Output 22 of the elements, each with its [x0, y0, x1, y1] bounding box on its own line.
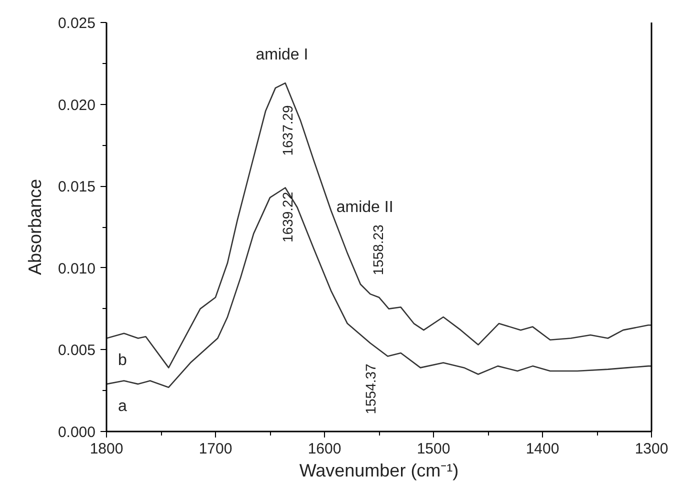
y-tick-label: 0.000 [58, 424, 96, 441]
annotation: 1558.23 [370, 224, 386, 276]
x-axis-title: Wavenumber (cm⁻¹) [299, 460, 459, 480]
y-tick-label: 0.020 [58, 96, 96, 114]
annotation: amide II [336, 198, 394, 216]
annotation: 1554.37 [362, 363, 378, 414]
series-label: b [118, 352, 128, 370]
x-tick-label: 1400 [526, 440, 560, 458]
annotation: 1637.29 [279, 104, 296, 156]
x-tick-label: 1500 [416, 440, 450, 458]
x-tick-label: 1700 [198, 440, 232, 458]
annotation: amide I [256, 46, 308, 64]
y-tick-label: 0.010 [58, 260, 96, 278]
x-tick-label: 1300 [634, 440, 668, 458]
y-tick-label: 0.025 [58, 15, 96, 32]
series-label: a [118, 398, 128, 416]
y-tick-label: 0.005 [58, 342, 96, 360]
x-tick-label: 1600 [308, 440, 342, 458]
y-tick-label: 0.015 [58, 178, 96, 196]
y-axis-title: Absorbance [24, 178, 45, 276]
x-tick-label: 1800 [90, 440, 124, 458]
annotation: 1639.22 [279, 192, 296, 242]
